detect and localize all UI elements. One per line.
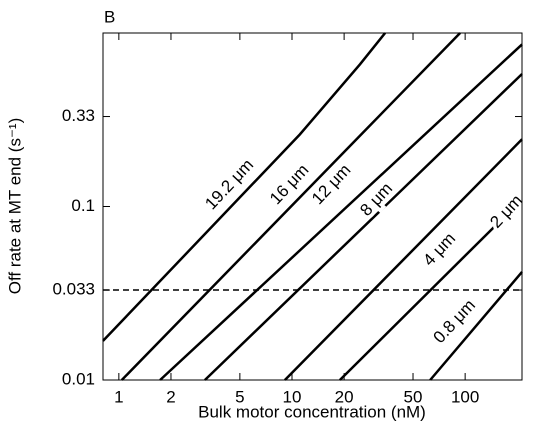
contour-label: 16 μm <box>266 160 312 208</box>
x-tick-label: 100 <box>451 387 479 406</box>
contour-line <box>339 198 523 381</box>
x-tick-label: 50 <box>404 387 423 406</box>
x-axis-label: Bulk motor concentration (nM) <box>198 402 426 421</box>
x-tick-label: 20 <box>335 387 354 406</box>
x-tick-label: 2 <box>166 387 175 406</box>
panel-label: B <box>104 7 115 26</box>
y-tick-label: 0.01 <box>62 369 95 388</box>
contour-line <box>102 32 387 342</box>
contour-line <box>284 138 523 381</box>
contour-line <box>120 32 461 381</box>
contour-line <box>159 43 523 381</box>
y-tick-label: 0.33 <box>62 106 95 125</box>
plot-frame <box>102 32 523 381</box>
contour-line <box>204 73 523 381</box>
x-tick-label: 5 <box>235 387 244 406</box>
contour-label: 19.2 μm <box>201 155 257 213</box>
contour-label: 0.8 μm <box>429 296 479 347</box>
y-axis-label: Off rate at MT end (s⁻¹) <box>5 118 24 295</box>
contour-line <box>429 271 523 381</box>
y-tick-label: 0.033 <box>52 280 95 299</box>
contour-label: 4 μm <box>419 229 459 270</box>
y-tick-label: 0.1 <box>71 196 95 215</box>
x-tick-label: 1 <box>114 387 123 406</box>
contour-label: 12 μm <box>308 160 354 208</box>
contour-label: 2 μm <box>486 191 526 232</box>
x-tick-label: 10 <box>283 387 302 406</box>
